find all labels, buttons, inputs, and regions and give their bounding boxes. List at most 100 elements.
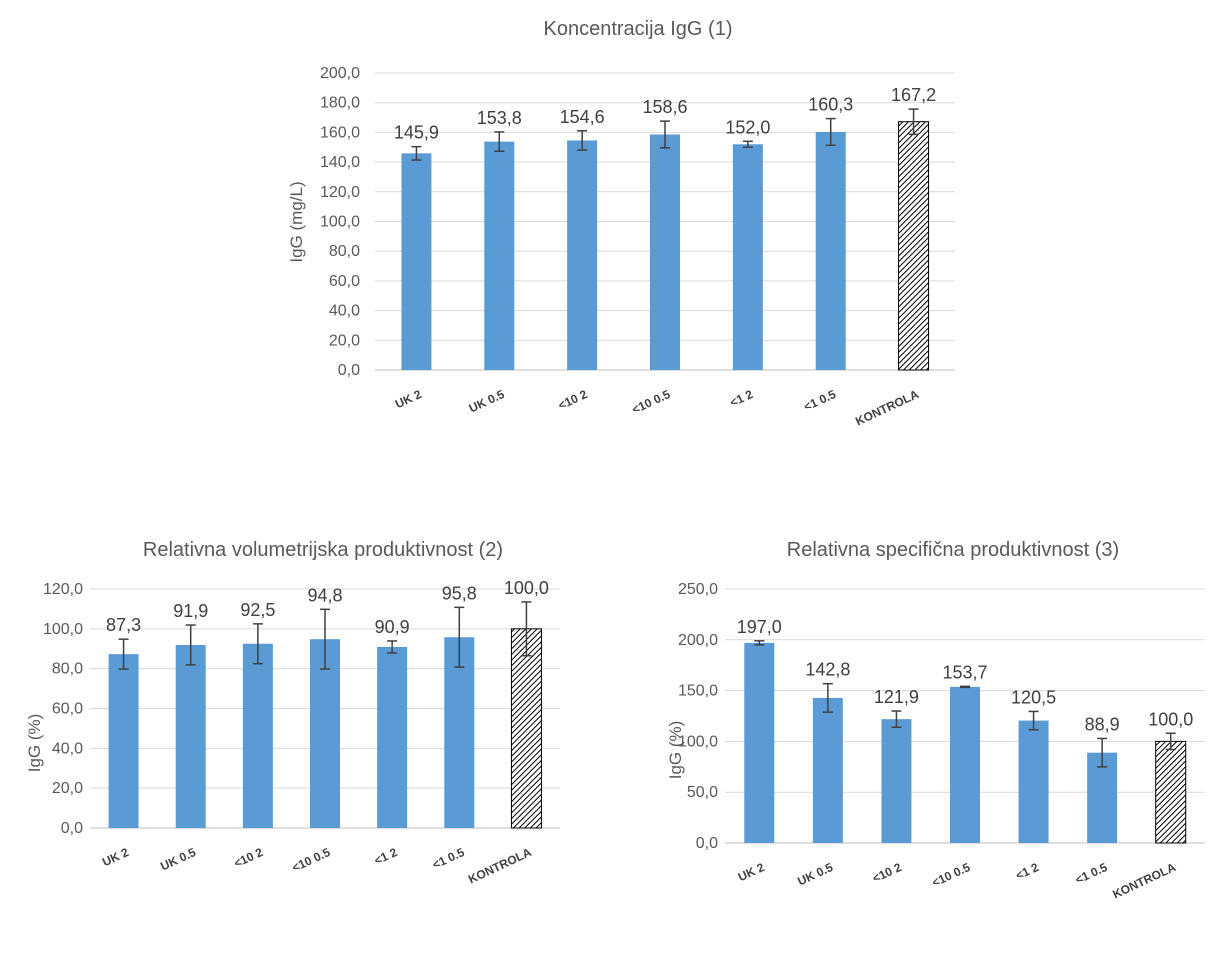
y-tick-label: 0,0 <box>61 820 83 837</box>
x-tick-label: <1 2 <box>1013 860 1041 883</box>
x-tick-label: <10 0.5 <box>630 387 673 417</box>
error-bar <box>454 606 465 668</box>
data-label: 158,6 <box>642 97 687 117</box>
y-tick-label: 200,0 <box>320 65 360 82</box>
bar-control <box>510 628 542 829</box>
x-tick-label: <1 2 <box>372 845 400 868</box>
data-label: 153,7 <box>942 662 987 682</box>
error-bar <box>742 140 753 148</box>
bar-control <box>898 121 930 371</box>
y-tick-label: 50,0 <box>687 784 718 801</box>
data-label: 88,9 <box>1085 714 1120 734</box>
y-tick-label: 20,0 <box>329 332 360 349</box>
x-tick-label: UK 2 <box>100 845 131 869</box>
error-bar <box>577 130 588 151</box>
error-bar <box>908 108 919 136</box>
error-bar <box>891 710 902 729</box>
y-tick-label: 100,0 <box>43 621 83 638</box>
y-tick-label: 120,0 <box>320 184 360 201</box>
y-tick-label: 150,0 <box>678 683 718 700</box>
x-tick-label: UK 2 <box>393 387 424 411</box>
x-tick-label: UK 0.5 <box>467 387 507 416</box>
bar <box>881 719 912 843</box>
x-tick-label: <1 0.5 <box>1073 860 1110 887</box>
y-tick-label: 100,0 <box>320 214 360 231</box>
chart-title: Koncentracija IgG (1) <box>544 18 733 40</box>
data-label: 153,8 <box>477 108 522 128</box>
error-bar <box>252 623 263 665</box>
x-tick-label: <10 2 <box>556 387 590 413</box>
chart-title: Relativna specifična produktivnost (3) <box>787 539 1119 561</box>
error-bar <box>660 120 670 149</box>
x-tick-label: <1 2 <box>728 387 756 410</box>
chart-relative-volumetric-productivity: Relativna volumetrijska produktivnost (2… <box>25 539 560 886</box>
bar <box>815 131 846 370</box>
data-label: 197,0 <box>737 617 782 637</box>
bar-control <box>1155 740 1187 844</box>
data-label: 152,0 <box>725 117 770 137</box>
x-tick-label: <1 0.5 <box>802 387 839 414</box>
error-bar <box>1097 737 1108 768</box>
bar <box>242 643 273 828</box>
error-bar <box>1165 732 1176 751</box>
data-label: 87,3 <box>106 615 141 635</box>
x-tick-label: KONTROLA <box>1110 860 1178 902</box>
error-bar <box>411 145 422 161</box>
error-bar <box>320 608 330 670</box>
y-tick-label: 180,0 <box>320 95 360 112</box>
chart-relative-specific-productivity: Relativna specifična produktivnost (3) I… <box>666 539 1205 901</box>
data-label: 142,8 <box>805 660 850 680</box>
y-tick-label: 200,0 <box>678 632 718 649</box>
y-tick-label: 40,0 <box>52 740 83 757</box>
bar <box>310 639 340 828</box>
y-tick-label: 80,0 <box>52 661 83 678</box>
data-label: 167,2 <box>891 85 936 105</box>
data-label: 154,6 <box>560 107 605 127</box>
data-label: 92,5 <box>240 600 275 620</box>
error-bar <box>387 640 398 654</box>
bar <box>650 134 680 370</box>
y-tick-label: 20,0 <box>52 780 83 797</box>
y-axis-label: IgG (%) <box>666 721 685 780</box>
error-bar <box>118 638 129 670</box>
data-label: 90,9 <box>375 617 410 637</box>
error-bar <box>754 640 765 646</box>
y-tick-label: 40,0 <box>329 303 360 320</box>
x-tick-label: <1 0.5 <box>430 845 467 872</box>
bar <box>744 642 775 843</box>
y-tick-label: 0,0 <box>696 835 718 852</box>
y-tick-label: 160,0 <box>320 124 360 141</box>
data-label: 95,8 <box>442 583 477 603</box>
y-axis-label: IgG (%) <box>25 714 44 773</box>
y-tick-label: 140,0 <box>320 154 360 171</box>
x-tick-label: UK 0.5 <box>795 860 835 889</box>
bar <box>950 686 980 843</box>
bar <box>484 141 515 370</box>
data-label: 145,9 <box>394 123 439 143</box>
bar <box>108 654 139 828</box>
x-tick-label: KONTROLA <box>466 845 534 887</box>
y-tick-label: 80,0 <box>329 243 360 260</box>
bar <box>1087 752 1118 843</box>
data-label: 91,9 <box>173 601 208 621</box>
data-label: 94,8 <box>307 585 342 605</box>
bar <box>732 144 763 370</box>
y-tick-label: 250,0 <box>678 581 718 598</box>
bar <box>1018 720 1049 843</box>
x-tick-label: <10 2 <box>870 860 904 886</box>
bar <box>567 140 598 370</box>
y-tick-label: 60,0 <box>52 701 83 718</box>
error-bar <box>185 624 196 666</box>
bar <box>812 697 843 843</box>
y-tick-label: 60,0 <box>329 273 360 290</box>
y-tick-label: 120,0 <box>43 581 83 598</box>
x-tick-label: KONTROLA <box>853 387 921 429</box>
data-label: 100,0 <box>1148 709 1193 729</box>
error-bar <box>960 685 970 689</box>
x-tick-label: UK 2 <box>736 860 767 884</box>
data-label: 100,0 <box>504 578 549 598</box>
error-bar <box>521 601 532 657</box>
data-label: 160,3 <box>808 95 853 115</box>
error-bar <box>494 131 505 153</box>
